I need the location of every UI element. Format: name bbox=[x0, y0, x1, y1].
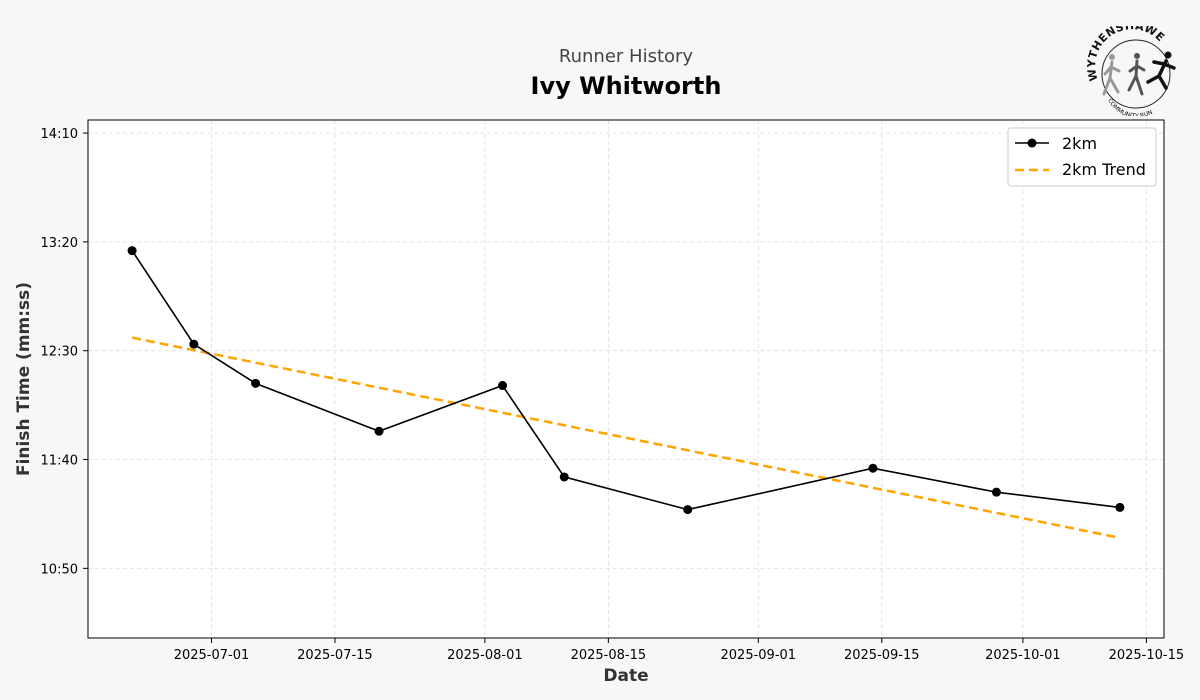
data-point-2km bbox=[374, 426, 384, 436]
x-tick-label: 2025-10-01 bbox=[985, 648, 1061, 663]
y-tick-label: 11:40 bbox=[41, 454, 78, 469]
x-axis-label: Date bbox=[603, 666, 648, 686]
y-tick-label: 10:50 bbox=[41, 562, 78, 577]
series-line-2km bbox=[131, 250, 1120, 511]
y-tick-label: 13:20 bbox=[41, 236, 78, 251]
data-point-2km bbox=[189, 339, 199, 349]
plot-frame bbox=[87, 119, 1165, 639]
y-tick-label: 14:10 bbox=[41, 127, 78, 142]
x-tick-label: 2025-09-15 bbox=[844, 648, 920, 663]
data-point-2km bbox=[683, 505, 693, 515]
logo-ring bbox=[1101, 39, 1171, 109]
legend-label-2km: 2km bbox=[1062, 134, 1097, 153]
chart-title: Ivy Whitworth bbox=[530, 72, 722, 100]
y-axis-label: Finish Time (mm:ss) bbox=[14, 282, 34, 476]
runner-dark-icon bbox=[1146, 51, 1176, 90]
legend-label-2km-trend: 2km Trend bbox=[1062, 160, 1146, 179]
data-point-2km bbox=[991, 487, 1001, 497]
data-point-2km bbox=[1115, 502, 1125, 512]
y-tick-label: 12:30 bbox=[41, 345, 78, 360]
chart-subtitle: Runner History bbox=[558, 46, 694, 67]
data-point-2km bbox=[498, 381, 508, 391]
wythenshawe-logo: WYTHENSHAWE COMMUNITY RUN bbox=[1086, 26, 1176, 116]
x-tick-label: 2025-08-01 bbox=[447, 648, 523, 663]
runner-light-icon bbox=[1102, 54, 1121, 96]
svg-text:WYTHENSHAWE: WYTHENSHAWE bbox=[1086, 26, 1167, 82]
x-tick-label: 2025-08-15 bbox=[571, 648, 647, 663]
plot-area bbox=[88, 120, 1164, 638]
data-point-2km bbox=[868, 463, 878, 473]
legend-marker-2km bbox=[1027, 138, 1037, 148]
x-tick-label: 2025-09-01 bbox=[721, 648, 797, 663]
x-tick-label: 2025-07-01 bbox=[174, 648, 250, 663]
runner-mid-icon bbox=[1127, 53, 1146, 96]
logo-top-text: WYTHENSHAWE bbox=[1086, 26, 1167, 82]
data-point-2km bbox=[559, 472, 569, 482]
data-point-2km bbox=[127, 246, 137, 256]
x-tick-label: 2025-07-15 bbox=[297, 648, 373, 663]
x-tick-label: 2025-10-15 bbox=[1109, 648, 1185, 663]
data-point-2km bbox=[251, 378, 261, 388]
